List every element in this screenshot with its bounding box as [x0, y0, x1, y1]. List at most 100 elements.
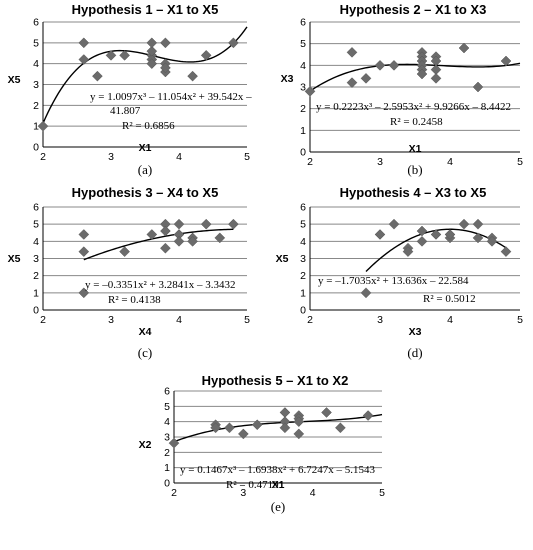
x-tick-label: 5 [517, 156, 523, 168]
data-point [237, 428, 249, 440]
data-point [168, 437, 180, 449]
data-point [472, 81, 484, 93]
data-point [187, 235, 198, 247]
data-point [228, 218, 239, 230]
y-axis-label: X5 [276, 253, 289, 265]
data-point [173, 218, 185, 230]
chart-title: Hypothesis 2 – X1 to X3 [340, 2, 487, 17]
data-point [160, 225, 171, 237]
x-axis-label: X3 [409, 326, 422, 338]
y-axis-label: X2 [139, 439, 152, 451]
x-tick-label: 2 [307, 156, 313, 168]
chart-title: Hypothesis 1 – X1 to X5 [72, 2, 219, 17]
x-tick-label: 2 [40, 314, 46, 326]
x-tick-label: 3 [240, 487, 246, 499]
y-tick-label: 0 [33, 305, 39, 317]
data-point [388, 218, 400, 230]
trendline-equation-continued: 41.807 [110, 105, 141, 117]
data-point [146, 37, 158, 49]
chart-title: Hypothesis 3 – X4 to X5 [72, 185, 219, 200]
panel-caption: (d) [407, 345, 422, 360]
x-tick-label: 3 [377, 156, 383, 168]
data-point [187, 70, 198, 82]
data-point [214, 232, 226, 244]
data-point [321, 407, 332, 418]
x-tick-label: 4 [447, 314, 453, 326]
x-tick-label: 5 [379, 487, 385, 499]
data-point [293, 416, 305, 428]
data-point [78, 287, 90, 299]
y-tick-label: 6 [300, 202, 306, 214]
y-tick-label: 1 [300, 287, 306, 299]
data-point [500, 246, 512, 257]
r-squared-label: R² = 0.4719 [226, 479, 279, 491]
data-point [444, 229, 456, 240]
data-point [458, 42, 470, 54]
y-tick-label: 6 [33, 202, 39, 214]
data-point [224, 422, 235, 434]
y-tick-label: 5 [33, 37, 39, 49]
data-point [78, 54, 90, 65]
data-point [486, 235, 498, 247]
y-tick-label: 2 [300, 270, 306, 282]
data-point [374, 59, 386, 71]
data-point [200, 49, 212, 61]
trendline-equation: y = –1.7035x² + 13.636x – 22.584 [318, 275, 469, 287]
y-tick-label: 2 [300, 103, 306, 115]
y-tick-label: 0 [164, 478, 170, 490]
data-point [430, 72, 442, 84]
trendline [173, 413, 383, 443]
y-tick-label: 3 [164, 432, 170, 444]
x-axis-label: X1 [139, 142, 152, 154]
x-tick-label: 3 [377, 314, 383, 326]
y-tick-label: 2 [33, 100, 39, 112]
trendline-equation: y = 0.1467x³ – 1.6938x² + 6.7247x – 5.15… [180, 464, 376, 476]
y-tick-label: 4 [33, 236, 39, 248]
chart-panel-1: 0 1 2 3 4 5 6 2 3 4 5 Hypothesis 1 – X1 to X5 X1 X5 y … [8, 2, 253, 177]
chart-panel-4: 0 1 2 3 4 5 6 2 3 4 5 Hypothesis 4 – X3 to X5 X3 X5 y … [276, 185, 524, 360]
y-tick-label: 4 [164, 416, 170, 428]
x-tick-label: 4 [447, 156, 453, 168]
panel-caption: (e) [271, 499, 285, 514]
trendline [83, 228, 234, 261]
data-point [146, 229, 158, 240]
x-tick-label: 4 [310, 487, 316, 499]
x-tick-label: 5 [244, 151, 250, 163]
y-tick-label: 3 [300, 253, 306, 265]
data-point [78, 37, 90, 49]
data-point [388, 59, 400, 71]
y-tick-label: 6 [300, 17, 306, 29]
trendline-equation: y = 1.0097x³ – 11.054x² + 39.542x – [90, 91, 252, 103]
x-tick-label: 2 [171, 487, 177, 499]
data-point [362, 410, 374, 421]
y-tick-label: 3 [300, 82, 306, 94]
y-tick-label: 6 [164, 386, 170, 398]
trendline-equation: y = –0.3351x² + 3.2841x – 3.3432 [85, 279, 235, 291]
y-tick-label: 0 [300, 147, 306, 159]
y-axis-label: X5 [8, 74, 21, 86]
x-tick-label: 2 [40, 151, 46, 163]
y-tick-label: 2 [33, 270, 39, 282]
x-tick-label: 3 [108, 314, 114, 326]
y-tick-label: 0 [33, 142, 39, 154]
data-point [472, 232, 484, 244]
y-tick-label: 6 [33, 17, 39, 29]
data-point [160, 37, 171, 49]
panel-caption: (b) [407, 162, 422, 177]
y-tick-label: 1 [300, 125, 306, 137]
x-tick-label: 4 [176, 314, 182, 326]
x-tick-label: 2 [307, 314, 313, 326]
data-point [335, 422, 346, 434]
r-squared-label: R² = 0.2458 [390, 116, 443, 128]
y-tick-label: 5 [164, 401, 170, 413]
data-point [92, 70, 103, 82]
data-point [360, 72, 372, 84]
y-tick-label: 4 [300, 60, 306, 72]
x-axis-label: X4 [139, 326, 152, 338]
x-axis-label: X1 [409, 143, 422, 155]
data-point [430, 229, 442, 240]
y-tick-label: 1 [164, 462, 170, 474]
r-squared-label: R² = 0.5012 [423, 293, 476, 305]
data-point [37, 120, 49, 132]
r-squared-label: R² = 0.6856 [122, 120, 175, 132]
